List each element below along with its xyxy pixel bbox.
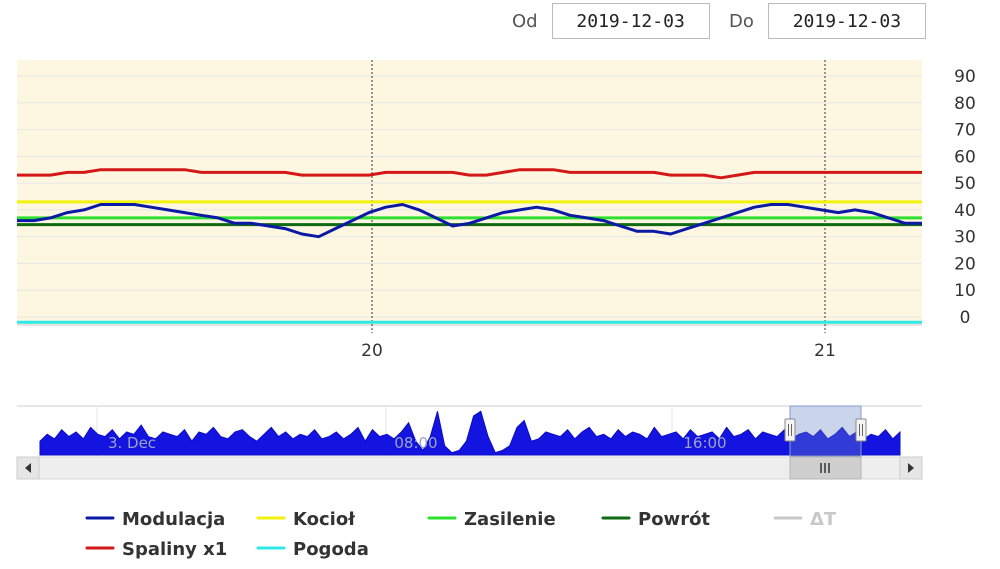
legend-item-pogoda[interactable]: Pogoda [256, 539, 369, 560]
navigator-left-handle[interactable] [784, 418, 796, 442]
legend-item-zasilenie[interactable]: Zasilenie [427, 509, 556, 530]
series-line-modulacja [17, 203, 922, 239]
navigator-area [39, 410, 901, 456]
navigator-time-label: 08:00 [394, 434, 437, 452]
arrow-right-icon [908, 463, 914, 473]
x-tick-label: 21 [814, 341, 836, 361]
legend-label: ΔT [810, 509, 837, 530]
legend-item-powr-t[interactable]: Powrót [601, 509, 710, 530]
legend-item-modulacja[interactable]: Modulacja [85, 509, 225, 530]
date-from-label: Od [512, 10, 538, 32]
navigator-selection[interactable] [789, 405, 862, 457]
arrow-left-icon [25, 463, 31, 473]
legend-label: Kocioł [293, 509, 356, 530]
date-from-input[interactable]: 2019-12-03 [551, 3, 710, 39]
date-to-label: Do [729, 10, 754, 32]
legend-label: Powrót [638, 509, 710, 530]
y-tick-label: 50 [954, 174, 976, 194]
scrollbar-track[interactable] [16, 456, 923, 480]
navigator-time-label: 16:00 [683, 434, 726, 452]
legend-label: Zasilenie [464, 509, 556, 530]
y-tick-label: 0 [960, 308, 971, 328]
legend-label: Modulacja [122, 509, 225, 530]
y-tick-label: 30 [954, 228, 976, 248]
plot-background [17, 60, 922, 325]
y-tick-label: 40 [954, 201, 976, 221]
y-tick-label: 10 [954, 281, 976, 301]
y-tick-label: 70 [954, 121, 976, 141]
y-tick-label: 80 [954, 94, 976, 114]
x-tick-label: 20 [361, 341, 383, 361]
legend-item--t[interactable]: ΔT [773, 509, 837, 530]
legend-item-kocio-[interactable]: Kocioł [256, 509, 356, 530]
series-line-spaliny-x1 [17, 168, 922, 180]
legend-label: Spaliny x1 [122, 539, 227, 560]
navigator-right-handle[interactable] [855, 418, 867, 442]
date-from-group: Od 2019-12-03 [512, 3, 710, 39]
y-tick-label: 90 [954, 67, 976, 87]
legend-item-spaliny-x1[interactable]: Spaliny x1 [85, 539, 227, 560]
y-tick-label: 60 [954, 147, 976, 167]
y-tick-label: 20 [954, 254, 976, 274]
legend-label: Pogoda [293, 539, 369, 560]
date-to-group: Do 2019-12-03 [729, 3, 926, 39]
date-to-input[interactable]: 2019-12-03 [767, 3, 926, 39]
navigator-time-label: 3. Dec [108, 434, 156, 452]
